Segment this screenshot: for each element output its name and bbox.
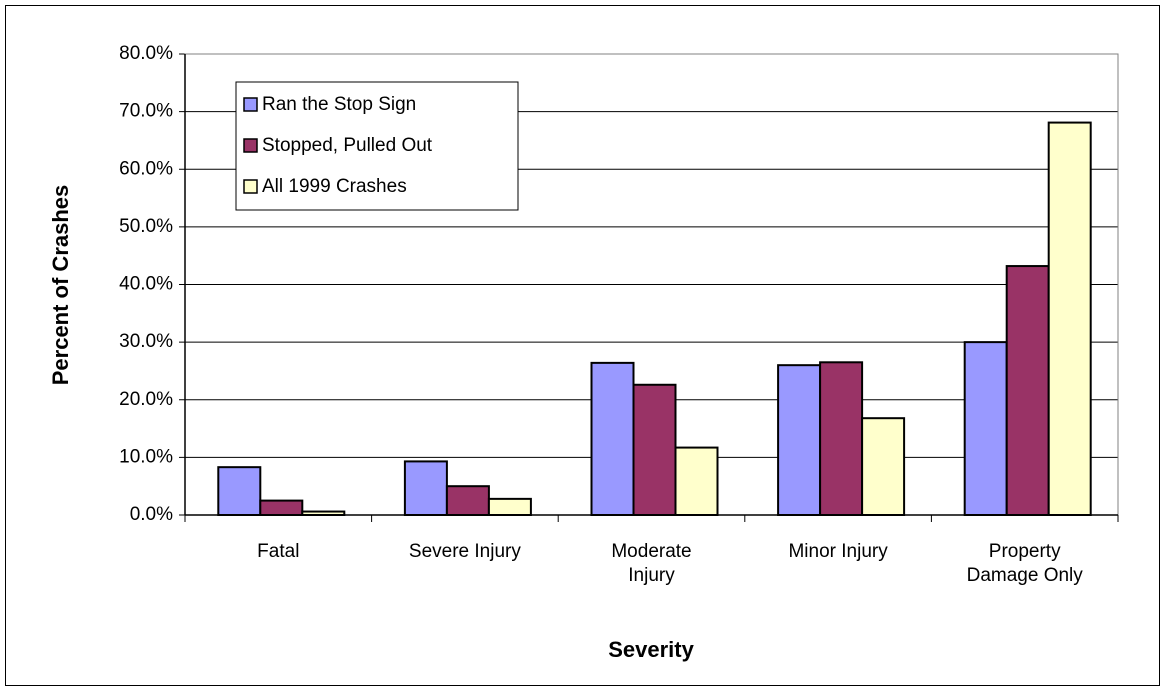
x-tick-label: Severe Injury xyxy=(408,541,521,562)
x-tick-label: Fatal xyxy=(257,541,300,562)
y-tick-label: 20.0% xyxy=(119,389,173,410)
y-tick-label: 30.0% xyxy=(119,331,173,352)
bar xyxy=(259,499,304,516)
y-tick-label: 60.0% xyxy=(119,158,173,179)
y-tick-label: 10.0% xyxy=(119,446,173,467)
legend-label: Stopped, Pulled Out xyxy=(262,135,433,156)
bar xyxy=(861,417,906,516)
y-axis-title: Percent of Crashes xyxy=(48,185,73,386)
bar xyxy=(1005,265,1050,516)
legend-swatch xyxy=(243,97,258,112)
x-tick-label: Minor Injury xyxy=(788,541,888,562)
bar xyxy=(963,341,1008,516)
y-tick-label: 0.0% xyxy=(130,504,173,525)
x-tick-label: Property Damage Only xyxy=(966,541,1083,586)
legend-box xyxy=(235,81,519,211)
bar xyxy=(632,383,677,516)
legend-swatch xyxy=(243,138,258,153)
bar xyxy=(674,446,719,516)
legend-swatch xyxy=(243,179,258,194)
legend-label: Ran the Stop Sign xyxy=(262,94,416,115)
bar xyxy=(777,364,822,516)
x-axis-title: Severity xyxy=(608,637,694,662)
bar xyxy=(819,361,864,517)
bar xyxy=(487,497,532,516)
bar xyxy=(1047,121,1092,516)
bar xyxy=(217,466,262,517)
legend-label: All 1999 Crashes xyxy=(262,176,407,197)
x-tick-label: Moderate Injury xyxy=(611,541,692,586)
y-tick-label: 80.0% xyxy=(119,43,173,64)
y-tick-label: 40.0% xyxy=(119,274,173,295)
bar xyxy=(445,485,490,516)
bar xyxy=(403,460,448,517)
legend: Ran the Stop Sign Stopped, Pulled Out All … xyxy=(235,81,519,211)
y-tick-label: 50.0% xyxy=(119,216,173,237)
y-tick-label: 70.0% xyxy=(119,101,173,122)
bar xyxy=(590,361,635,516)
